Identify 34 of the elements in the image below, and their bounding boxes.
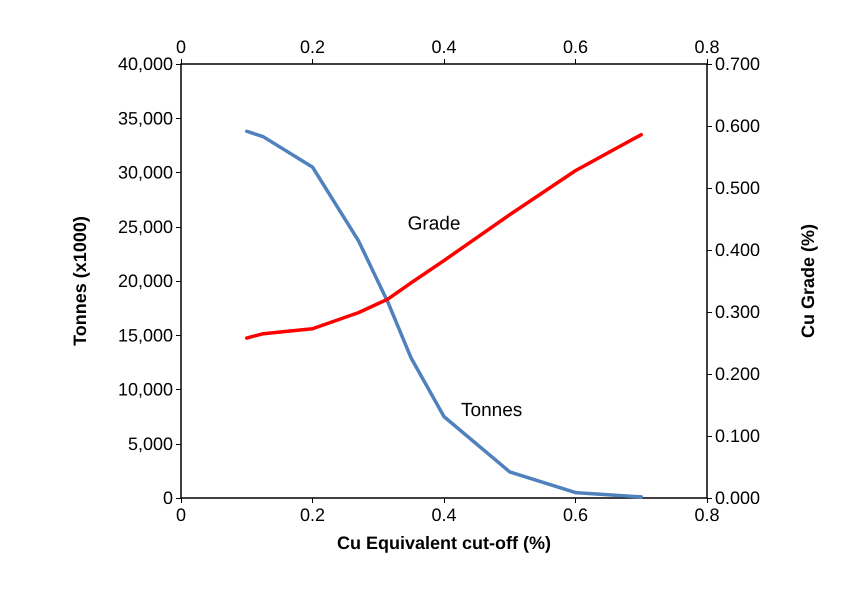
- y-tick-label: 30,000: [118, 162, 173, 182]
- y2-tick-label: 0.600: [715, 116, 760, 136]
- y-tick-label: 5,000: [128, 434, 173, 454]
- y-tick-label: 40,000: [118, 54, 173, 74]
- series-label: Grade: [408, 214, 460, 235]
- y2-axis-title: Cu Grade (%): [798, 224, 818, 338]
- x-axis-title: Cu Equivalent cut-off (%): [337, 533, 551, 553]
- y-tick-label: 25,000: [118, 216, 173, 237]
- x2-tick-label: 0: [176, 37, 186, 57]
- x-tick-label: 0.2: [300, 505, 326, 525]
- y2-tick-label: 0.700: [715, 54, 760, 74]
- x-tick-label: 0.4: [431, 505, 457, 525]
- y2-tick-label: 0.100: [715, 426, 760, 446]
- y-tick-label: 0: [162, 488, 173, 508]
- x2-tick-label: 0.6: [562, 37, 588, 57]
- x-tick-label: 0: [176, 505, 186, 525]
- series-label: Tonnes: [461, 400, 522, 422]
- y2-tick-label: 0.400: [715, 240, 760, 260]
- x2-tick-label: 0.8: [694, 37, 720, 57]
- y2-tick-label: 0.000: [715, 488, 760, 508]
- y-tick-label: 15,000: [118, 325, 173, 346]
- x-tick-label: 0.6: [562, 505, 588, 525]
- line-series: [245, 130, 643, 499]
- x-tick-label: 0.8: [694, 505, 720, 525]
- y2-tick-label: 0.500: [715, 178, 760, 198]
- y-axis-title: Tonnes (x1000): [70, 216, 90, 346]
- y-tick-label: 10,000: [118, 380, 173, 400]
- y-tick-label: 35,000: [118, 108, 173, 128]
- y2-tick-label: 0.200: [715, 364, 760, 384]
- x2-tick-label: 0.2: [300, 37, 326, 57]
- y-tick-label: 20,000: [118, 271, 173, 291]
- y2-tick-label: 0.300: [715, 302, 760, 322]
- line-series: [245, 132, 643, 340]
- x2-tick-label: 0.4: [431, 37, 457, 57]
